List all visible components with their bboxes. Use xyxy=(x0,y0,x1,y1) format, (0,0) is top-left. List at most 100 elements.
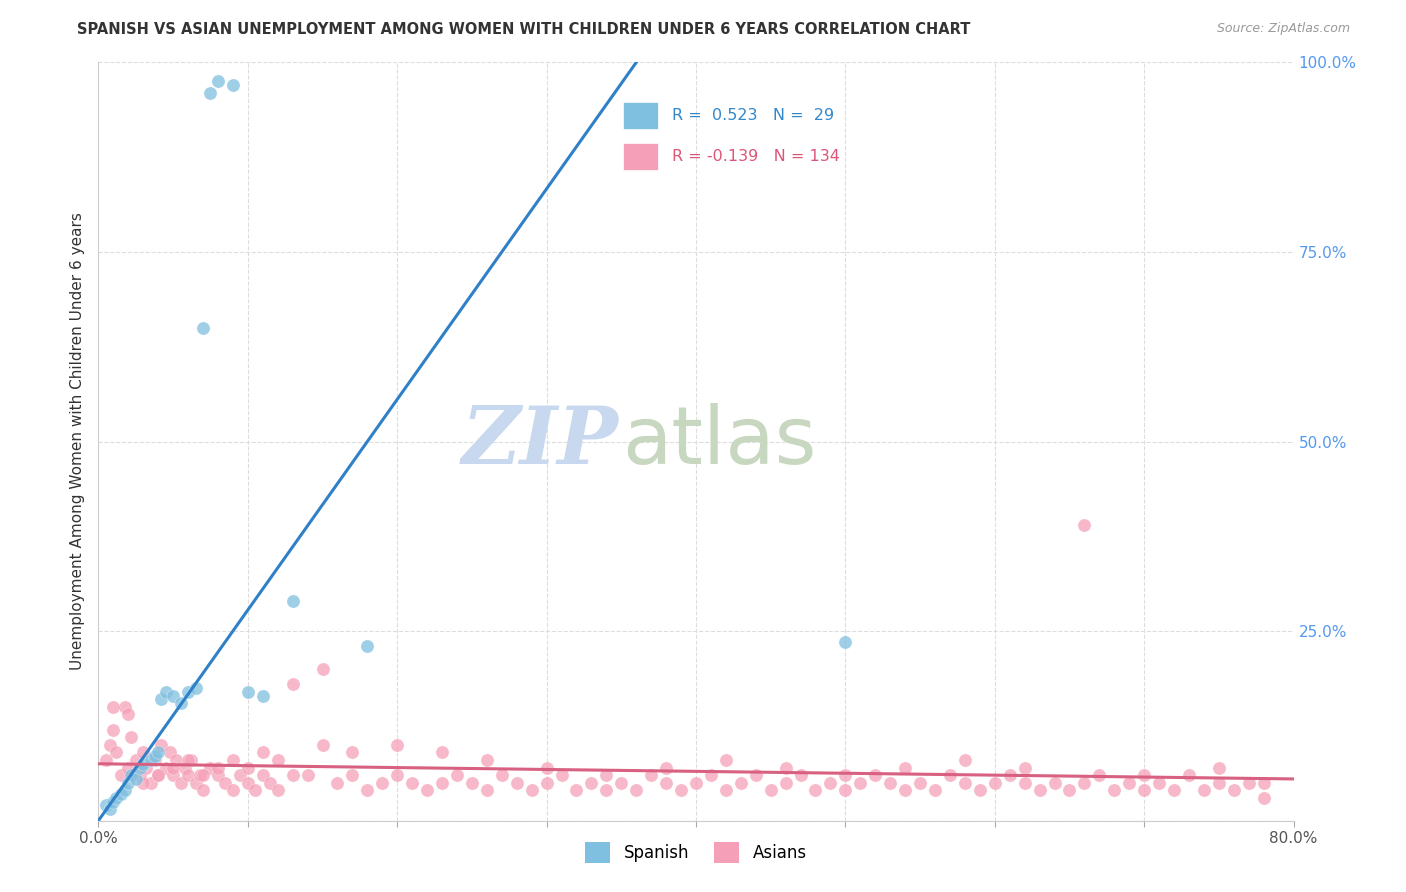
Point xyxy=(148,746,170,760)
Point xyxy=(267,783,290,797)
Point xyxy=(143,753,166,767)
Point xyxy=(565,783,588,797)
Text: SPANISH VS ASIAN UNEMPLOYMENT AMONG WOMEN WITH CHILDREN UNDER 6 YEARS CORRELATIO: SPANISH VS ASIAN UNEMPLOYMENT AMONG WOME… xyxy=(77,22,970,37)
Point xyxy=(222,78,245,92)
Point xyxy=(446,768,468,782)
Point xyxy=(188,768,211,782)
Point xyxy=(834,783,856,797)
Point xyxy=(356,783,378,797)
Point xyxy=(1163,783,1185,797)
Point xyxy=(281,677,304,691)
Point xyxy=(252,768,274,782)
Point xyxy=(1147,776,1170,790)
Point xyxy=(430,776,453,790)
Point xyxy=(536,776,558,790)
Point xyxy=(401,776,423,790)
Point xyxy=(207,74,229,88)
Point xyxy=(879,776,901,790)
Point xyxy=(581,776,603,790)
Point xyxy=(759,783,782,797)
Point xyxy=(177,768,200,782)
Point xyxy=(207,768,229,782)
Point xyxy=(536,760,558,774)
Point xyxy=(165,753,187,767)
Point xyxy=(685,776,707,790)
Point xyxy=(775,760,797,774)
Point xyxy=(1088,768,1111,782)
Point xyxy=(1208,760,1230,774)
Point xyxy=(98,738,122,752)
Point xyxy=(132,776,155,790)
Point xyxy=(491,768,513,782)
Point xyxy=(640,768,662,782)
Point xyxy=(834,635,856,649)
Point xyxy=(120,768,142,782)
Point xyxy=(714,753,737,767)
Point xyxy=(804,783,827,797)
Point xyxy=(98,802,122,816)
Point xyxy=(385,738,409,752)
Point xyxy=(714,783,737,797)
Point xyxy=(148,768,170,782)
Point xyxy=(191,783,214,797)
Point xyxy=(105,746,128,760)
Point xyxy=(655,760,678,774)
Point xyxy=(669,783,692,797)
Point xyxy=(416,783,439,797)
Point xyxy=(191,320,214,334)
Point xyxy=(117,776,139,790)
Point xyxy=(200,760,222,774)
Point xyxy=(969,783,991,797)
Point xyxy=(169,776,191,790)
Point xyxy=(430,746,453,760)
Text: R = -0.139   N = 134: R = -0.139 N = 134 xyxy=(672,149,839,164)
Text: ZIP: ZIP xyxy=(461,403,619,480)
Point xyxy=(924,783,946,797)
Point xyxy=(177,753,200,767)
Point xyxy=(132,746,155,760)
Point xyxy=(1073,776,1095,790)
Point xyxy=(475,783,498,797)
Point xyxy=(117,707,139,722)
Point xyxy=(103,723,125,737)
Point xyxy=(184,776,207,790)
Point xyxy=(103,795,125,809)
Point xyxy=(1178,768,1201,782)
Point xyxy=(953,753,976,767)
Point xyxy=(1237,776,1260,790)
Point xyxy=(1104,783,1126,797)
Point xyxy=(159,746,181,760)
Point xyxy=(849,776,872,790)
Point xyxy=(236,685,259,699)
Point xyxy=(1014,776,1036,790)
Point xyxy=(162,760,184,774)
Point xyxy=(252,689,274,703)
Point xyxy=(162,768,184,782)
Point xyxy=(191,768,214,782)
Point xyxy=(356,639,378,653)
Point xyxy=(1192,783,1215,797)
Point xyxy=(775,776,797,790)
Legend: Spanish, Asians: Spanish, Asians xyxy=(579,836,813,869)
Point xyxy=(110,787,132,801)
Point xyxy=(103,699,125,714)
Point xyxy=(1118,776,1140,790)
Point xyxy=(281,594,304,608)
FancyBboxPatch shape xyxy=(623,143,658,169)
Point xyxy=(730,776,752,790)
Point xyxy=(120,730,142,744)
Point xyxy=(117,760,139,774)
Point xyxy=(259,776,281,790)
Point xyxy=(311,662,333,676)
Point xyxy=(236,776,259,790)
Point xyxy=(595,783,617,797)
Point xyxy=(475,753,498,767)
Point xyxy=(1073,517,1095,532)
Point xyxy=(342,768,364,782)
Point xyxy=(94,753,117,767)
Point xyxy=(132,756,155,771)
Point xyxy=(162,689,184,703)
Point xyxy=(155,760,177,774)
Point xyxy=(820,776,842,790)
Point xyxy=(169,696,191,710)
